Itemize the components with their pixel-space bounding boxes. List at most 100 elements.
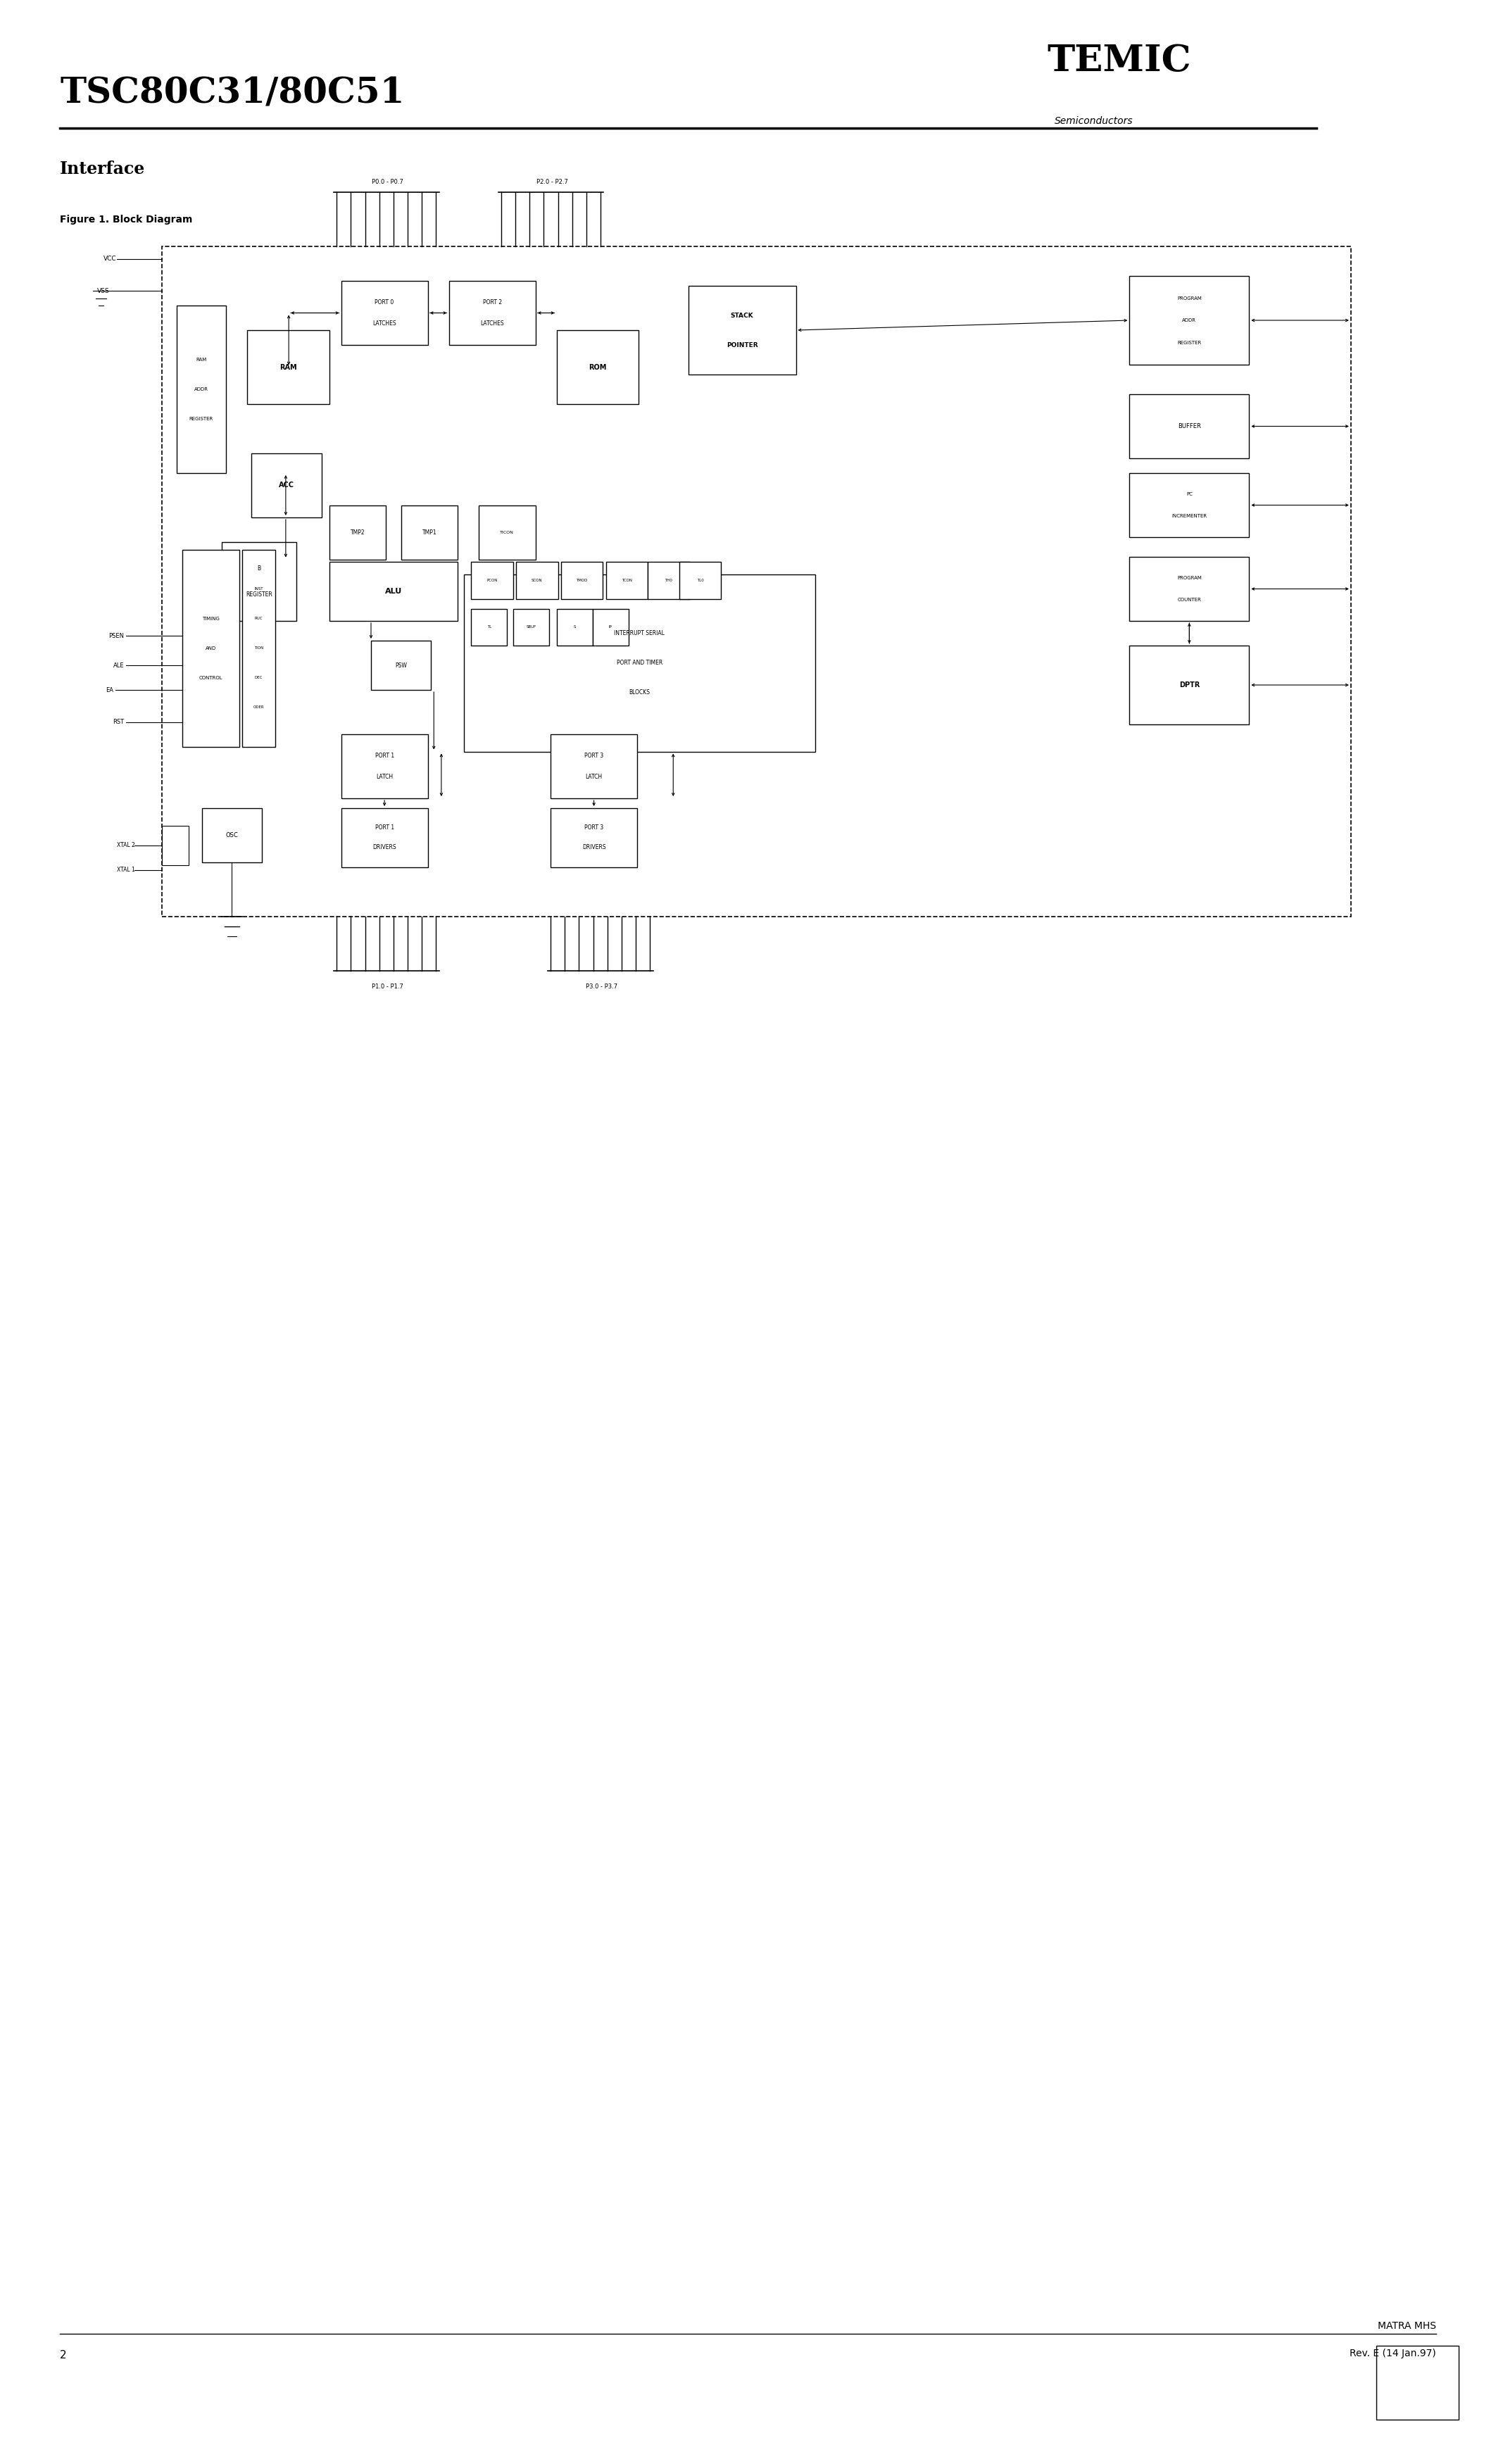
Text: BUFFER: BUFFER (1177, 424, 1201, 429)
FancyBboxPatch shape (471, 562, 513, 599)
FancyBboxPatch shape (606, 562, 648, 599)
Text: B: B (257, 564, 260, 572)
Text: SBUF: SBUF (527, 626, 536, 628)
Text: COUNTER: COUNTER (1177, 596, 1201, 601)
Text: TICON: TICON (500, 530, 515, 535)
FancyBboxPatch shape (1129, 276, 1249, 365)
Text: Semiconductors: Semiconductors (1055, 116, 1134, 126)
Text: INTERRUPT SERIAL: INTERRUPT SERIAL (615, 631, 664, 636)
FancyBboxPatch shape (162, 246, 1351, 917)
FancyBboxPatch shape (221, 542, 296, 621)
FancyBboxPatch shape (202, 808, 262, 862)
FancyBboxPatch shape (341, 808, 428, 867)
Text: TMP1: TMP1 (422, 530, 437, 535)
Text: ALE: ALE (114, 663, 124, 668)
Text: TL: TL (488, 626, 491, 628)
FancyBboxPatch shape (648, 562, 690, 599)
Text: LATCH: LATCH (375, 774, 393, 781)
Text: EA: EA (106, 687, 114, 692)
FancyBboxPatch shape (551, 808, 637, 867)
Text: PORT 1: PORT 1 (375, 752, 393, 759)
Text: CONTROL: CONTROL (199, 675, 223, 680)
FancyBboxPatch shape (561, 562, 603, 599)
Text: SCON: SCON (531, 579, 543, 582)
Text: TION: TION (254, 646, 263, 650)
Text: PSEN: PSEN (109, 633, 124, 638)
Text: RAM: RAM (196, 357, 206, 362)
Text: Interface: Interface (60, 160, 145, 177)
FancyBboxPatch shape (516, 562, 558, 599)
Bar (1376, 2346, 1459, 2420)
Text: ADDR: ADDR (194, 387, 208, 392)
FancyBboxPatch shape (1129, 394, 1249, 458)
Text: DEC: DEC (254, 675, 263, 680)
Text: AND: AND (205, 646, 217, 650)
Text: VCC: VCC (103, 256, 117, 261)
Text: LATCH: LATCH (585, 774, 603, 781)
FancyBboxPatch shape (251, 453, 322, 517)
FancyBboxPatch shape (183, 549, 239, 747)
FancyBboxPatch shape (341, 734, 428, 798)
Text: TMP2: TMP2 (350, 530, 365, 535)
Text: RST: RST (112, 719, 124, 724)
FancyBboxPatch shape (177, 306, 226, 473)
Text: DRIVERS: DRIVERS (582, 845, 606, 850)
Text: RAM: RAM (280, 365, 296, 370)
FancyBboxPatch shape (557, 330, 639, 404)
Text: Figure 1. Block Diagram: Figure 1. Block Diagram (60, 214, 193, 224)
FancyBboxPatch shape (1129, 646, 1249, 724)
FancyBboxPatch shape (449, 281, 536, 345)
FancyBboxPatch shape (341, 281, 428, 345)
FancyBboxPatch shape (551, 734, 637, 798)
Text: VSS: VSS (97, 288, 109, 293)
Text: ALU: ALU (384, 589, 402, 594)
Text: TL0: TL0 (697, 579, 703, 582)
Text: DRIVERS: DRIVERS (373, 845, 396, 850)
Text: IP: IP (609, 626, 612, 628)
FancyBboxPatch shape (471, 609, 507, 646)
Text: RUC: RUC (254, 616, 263, 621)
Text: S: S (573, 626, 576, 628)
Text: PORT 3: PORT 3 (585, 752, 603, 759)
Text: TH0: TH0 (664, 579, 673, 582)
Text: PORT AND TIMER: PORT AND TIMER (616, 660, 663, 665)
Text: PORT 0: PORT 0 (375, 298, 393, 306)
Text: REGISTER: REGISTER (245, 591, 272, 599)
FancyBboxPatch shape (513, 609, 549, 646)
Text: P2.0 - P2.7: P2.0 - P2.7 (536, 177, 568, 185)
Text: REGISTER: REGISTER (188, 416, 214, 421)
Text: P1.0 - P1.7: P1.0 - P1.7 (371, 983, 404, 991)
FancyBboxPatch shape (679, 562, 721, 599)
Text: PSW: PSW (395, 663, 407, 668)
Text: STACK: STACK (730, 313, 754, 318)
Text: TCON: TCON (621, 579, 633, 582)
Text: POINTER: POINTER (727, 342, 758, 347)
FancyBboxPatch shape (329, 562, 458, 621)
FancyBboxPatch shape (371, 641, 431, 690)
FancyBboxPatch shape (1129, 557, 1249, 621)
FancyBboxPatch shape (242, 549, 275, 747)
FancyBboxPatch shape (464, 574, 815, 752)
Text: PORT 3: PORT 3 (585, 825, 603, 830)
FancyBboxPatch shape (1129, 473, 1249, 537)
Text: ADDR: ADDR (1182, 318, 1197, 323)
Text: BLOCKS: BLOCKS (628, 690, 651, 695)
Text: XTAL 1: XTAL 1 (117, 867, 135, 872)
Text: TIMING: TIMING (202, 616, 220, 621)
FancyBboxPatch shape (329, 505, 386, 559)
Text: P0.0 - P0.7: P0.0 - P0.7 (371, 177, 404, 185)
Text: Rev. E (14 Jan.97): Rev. E (14 Jan.97) (1349, 2348, 1436, 2358)
Text: TMOD: TMOD (576, 579, 588, 582)
FancyBboxPatch shape (688, 286, 796, 375)
Text: INCREMENTER: INCREMENTER (1171, 513, 1207, 517)
FancyBboxPatch shape (557, 609, 592, 646)
FancyBboxPatch shape (479, 505, 536, 559)
Text: DPTR: DPTR (1179, 683, 1200, 687)
Text: TSC80C31/80C51: TSC80C31/80C51 (60, 76, 404, 111)
Text: INST: INST (254, 586, 263, 591)
Text: LATCHES: LATCHES (480, 320, 504, 328)
Text: 2: 2 (60, 2351, 67, 2361)
Text: PCON: PCON (486, 579, 498, 582)
FancyBboxPatch shape (247, 330, 329, 404)
Text: OSC: OSC (226, 833, 238, 838)
